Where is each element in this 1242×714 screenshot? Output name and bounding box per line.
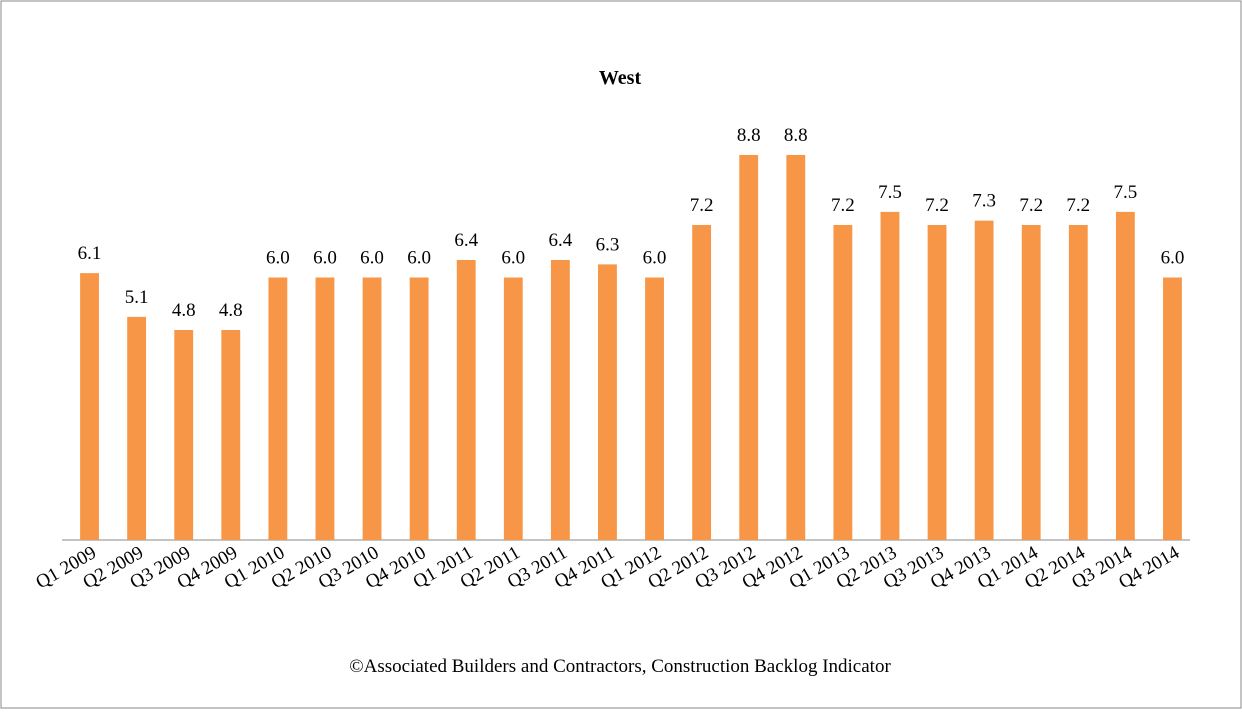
value-label: 7.3 bbox=[972, 191, 996, 212]
value-label: 7.2 bbox=[925, 195, 949, 216]
value-label: 5.1 bbox=[125, 287, 149, 308]
bar bbox=[739, 155, 759, 540]
bar bbox=[362, 277, 382, 540]
bar bbox=[974, 220, 994, 540]
bar bbox=[80, 273, 99, 540]
bar bbox=[268, 277, 288, 540]
bar bbox=[456, 260, 476, 540]
bar bbox=[880, 211, 900, 540]
value-label: 7.2 bbox=[1019, 195, 1043, 216]
bar bbox=[503, 277, 523, 540]
value-label: 6.0 bbox=[266, 248, 290, 269]
bar bbox=[1163, 277, 1182, 540]
bar bbox=[315, 277, 335, 540]
bar bbox=[692, 225, 712, 540]
value-label: 6.0 bbox=[313, 248, 337, 269]
value-label: 8.8 bbox=[784, 125, 808, 146]
bar bbox=[127, 316, 147, 540]
value-label: 7.5 bbox=[878, 182, 902, 203]
value-label: 6.0 bbox=[360, 248, 384, 269]
bar bbox=[1068, 225, 1088, 540]
value-label: 6.0 bbox=[501, 248, 525, 269]
value-label: 6.4 bbox=[549, 230, 573, 251]
bar bbox=[174, 330, 194, 540]
value-label: 6.1 bbox=[78, 243, 102, 264]
value-label: 7.5 bbox=[1114, 182, 1138, 203]
value-label: 6.0 bbox=[407, 248, 431, 269]
bar bbox=[1021, 225, 1041, 540]
value-label: 7.2 bbox=[690, 195, 714, 216]
bar bbox=[833, 225, 853, 540]
value-label: 7.2 bbox=[831, 195, 855, 216]
value-label: 8.8 bbox=[737, 125, 761, 146]
caption: ©Associated Builders and Contractors, Co… bbox=[349, 656, 891, 677]
value-label: 6.4 bbox=[454, 230, 478, 251]
bar bbox=[409, 277, 429, 540]
bar bbox=[550, 260, 570, 540]
bar bbox=[786, 155, 806, 540]
value-label: 7.2 bbox=[1066, 195, 1090, 216]
bar bbox=[927, 225, 947, 540]
value-label: 4.8 bbox=[219, 300, 243, 321]
bar bbox=[645, 277, 664, 540]
chart-title: West bbox=[599, 67, 642, 89]
bar bbox=[221, 330, 241, 540]
value-label: 6.0 bbox=[1161, 248, 1185, 269]
value-label: 4.8 bbox=[172, 300, 196, 321]
bar bbox=[598, 264, 617, 540]
value-label: 6.3 bbox=[596, 234, 620, 255]
bar bbox=[1115, 211, 1135, 540]
value-label: 6.0 bbox=[643, 248, 667, 269]
